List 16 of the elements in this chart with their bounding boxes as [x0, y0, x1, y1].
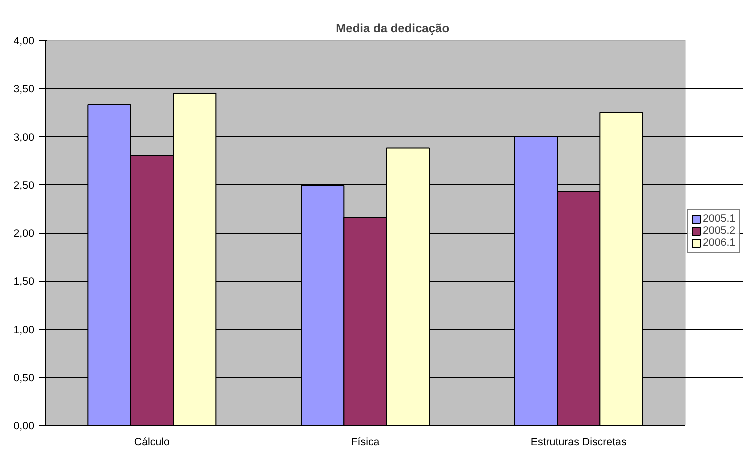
chart-title: Media da dedicação — [336, 22, 450, 36]
y-tick-label: 1,00 — [14, 324, 35, 336]
legend-label: 2005.1 — [703, 213, 736, 225]
y-tick-label: 3,50 — [14, 84, 35, 96]
y-tick-label: 0,50 — [14, 372, 35, 384]
y-tick-label: 4,00 — [14, 36, 35, 48]
y-tick-label: 3,00 — [14, 132, 35, 144]
y-tick-label: 0,00 — [14, 420, 35, 432]
y-tick-label: 2,00 — [14, 228, 35, 240]
x-tick-label: Cálculo — [134, 436, 170, 448]
y-tick-label: 2,50 — [14, 180, 35, 192]
x-tick-label: Física — [351, 436, 380, 448]
x-tick-label: Estruturas Discretas — [530, 436, 627, 448]
legend-label: 2005.2 — [703, 225, 736, 237]
legend-label: 2006.1 — [703, 237, 736, 249]
y-tick-label: 1,50 — [14, 276, 35, 288]
